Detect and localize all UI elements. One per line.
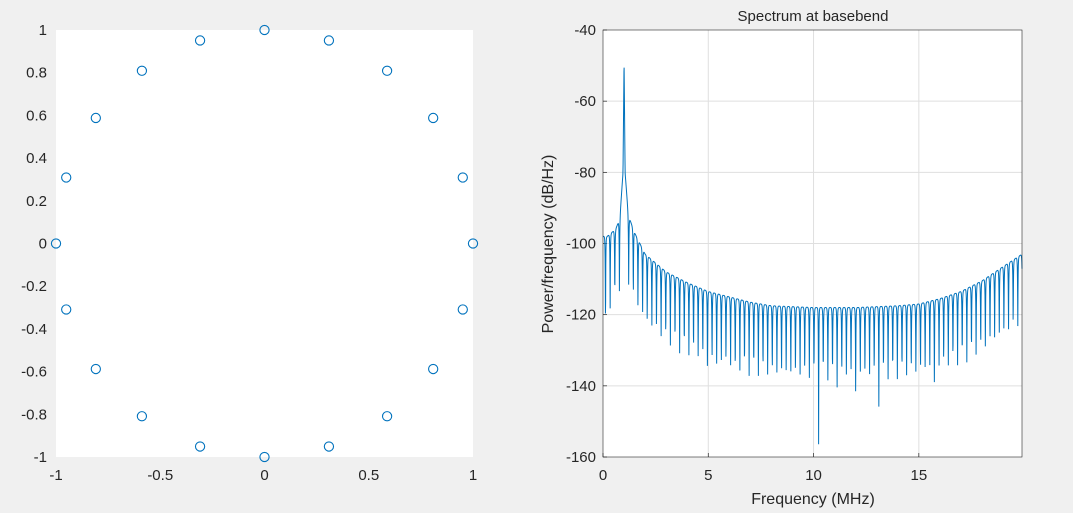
y-tick-label: 0 [39, 236, 47, 253]
spectrum-x-label: Frequency (MHz) [751, 491, 875, 508]
x-tick-label: -1 [49, 467, 62, 484]
constellation-point [457, 172, 468, 183]
constellation-point [61, 304, 72, 315]
y-tick-label: -0.8 [21, 406, 47, 423]
x-tick-label: 15 [910, 467, 927, 484]
x-tick-label: 0.5 [358, 467, 379, 484]
y-tick-label: 1 [39, 22, 47, 39]
constellation-point [136, 65, 148, 76]
constellation-point [136, 411, 148, 422]
constellation-point [323, 35, 335, 46]
constellation-point [428, 112, 439, 124]
y-tick-label: -40 [574, 22, 596, 39]
constellation-point [61, 172, 72, 183]
y-tick-label: -100 [566, 236, 596, 253]
y-tick-label: -120 [566, 307, 596, 324]
y-tick-label: 0.4 [26, 150, 47, 167]
x-tick-label: 0 [599, 467, 607, 484]
spectrum-axes: 0 5 10 15 -40 -60 -80 -100 -120 -140 -160 Spectrum… [540, 8, 1023, 508]
y-tick-label: 0.8 [26, 65, 47, 82]
constellation-points [50, 24, 479, 463]
x-tick-label: -0.5 [147, 467, 173, 484]
constellation-axes: -1 -0.5 0 0.5 1 1 0.8 0.6 0.4 0.2 0 -0.2 -0.4 -0.6 -0.… [21, 22, 479, 484]
constellation-point [467, 238, 479, 249]
constellation-point [428, 363, 439, 375]
y-tick-label: -0.6 [21, 364, 47, 381]
x-tick-label: 0 [260, 467, 268, 484]
constellation-point [90, 112, 101, 124]
constellation-point [323, 441, 335, 452]
constellation-point [50, 238, 62, 249]
y-tick-label: 0.2 [26, 193, 47, 210]
constellation-point [194, 441, 206, 452]
spectrum-y-label: Power/frequency (dB/Hz) [540, 155, 557, 334]
y-tick-label: 0.6 [26, 107, 47, 124]
constellation-ticks: -1 -0.5 0 0.5 1 1 0.8 0.6 0.4 0.2 0 -0.2 -0.4 -0.6 -0.… [21, 22, 477, 484]
constellation-point [381, 411, 393, 422]
constellation-point [259, 451, 270, 463]
y-tick-label: -0.4 [21, 321, 47, 338]
constellation-point [457, 304, 468, 315]
y-tick-label: -60 [574, 93, 596, 110]
constellation-plot-area [56, 30, 473, 457]
x-tick-label: 1 [469, 467, 477, 484]
y-tick-label: -160 [566, 449, 596, 466]
x-tick-label: 5 [704, 467, 712, 484]
spectrum-line [603, 67, 1023, 445]
constellation-point [259, 24, 270, 36]
y-tick-label: -140 [566, 378, 596, 395]
y-tick-label: -0.2 [21, 278, 47, 295]
spectrum-ticks: 0 5 10 15 -40 -60 -80 -100 -120 -140 -160 [566, 22, 927, 484]
constellation-point [194, 35, 206, 46]
spectrum-axes-box [602, 29, 1023, 458]
spectrum-title: Spectrum at basebend [738, 8, 889, 25]
y-tick-label: -1 [34, 449, 47, 466]
x-tick-label: 10 [805, 467, 822, 484]
constellation-point [381, 65, 393, 76]
spectrum-grid [603, 30, 1022, 457]
y-tick-label: -80 [574, 164, 596, 181]
constellation-point [90, 363, 101, 375]
